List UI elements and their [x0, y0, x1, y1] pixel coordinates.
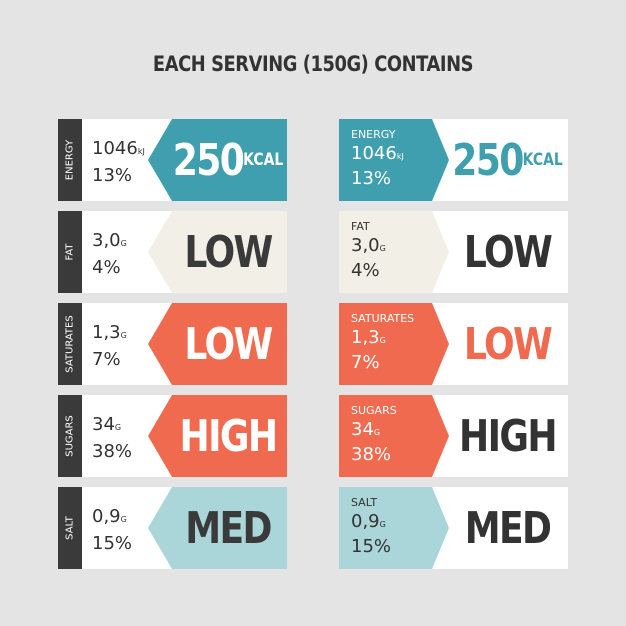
- amount: 34: [351, 419, 374, 440]
- level-text: MED: [179, 487, 277, 569]
- nutrient-values: 1046kJ 13%: [92, 137, 145, 188]
- nutrient-label: ENERGY: [64, 139, 76, 181]
- level-text: 250 KCAL: [173, 119, 283, 201]
- amount: 3,0: [351, 235, 380, 256]
- unit: G: [114, 423, 122, 432]
- unit: kJ: [396, 152, 404, 161]
- amount: 3,0: [92, 230, 121, 251]
- level: LOW: [463, 318, 553, 370]
- nutrient-label: ENERGY: [351, 128, 396, 141]
- level-text: LOW: [179, 211, 277, 293]
- nutrient-values: FAT 3,0G 4%: [351, 219, 386, 282]
- level-text: MED: [458, 487, 557, 569]
- nutrient-values: 0,9G 15%: [92, 505, 132, 556]
- right-card-fat: FAT 3,0G 4% LOW: [339, 211, 568, 293]
- amount: 0,9: [92, 506, 121, 527]
- percent: 15%: [351, 536, 392, 557]
- level-text: HIGH: [179, 395, 279, 477]
- nutrient-label: SATURATES: [64, 315, 76, 373]
- nutrient-arrow-shape: [339, 303, 449, 385]
- level: LOW: [463, 226, 553, 278]
- level-arrow-shape: [148, 395, 287, 477]
- nutrient-label: SATURATES: [351, 312, 415, 325]
- nutrient-values: SUGARS 34G 38%: [351, 403, 397, 466]
- left-card-salt: SALT 0,9G 15% MED: [58, 487, 287, 569]
- amount: 1,3: [351, 327, 380, 348]
- percent: 38%: [92, 441, 133, 462]
- percent: 4%: [351, 260, 380, 281]
- level: HIGH: [459, 410, 558, 462]
- label-bar: SATURATES: [58, 303, 82, 385]
- level: HIGH: [179, 410, 279, 462]
- level-arrow-shape: [148, 211, 287, 293]
- percent: 13%: [351, 168, 392, 189]
- nutrient-arrow-shape: [339, 211, 449, 293]
- nutrient-label: SUGARS: [64, 415, 76, 457]
- left-card-saturates: SATURATES 1,3G 7% LOW: [58, 303, 287, 385]
- amount: 1046: [351, 143, 397, 164]
- nutrient-label: SALT: [64, 516, 76, 540]
- level: LOW: [184, 226, 273, 278]
- level-unit: KCAL: [243, 150, 284, 170]
- unit: G: [379, 244, 386, 253]
- amount: 0,9: [351, 511, 380, 532]
- nutrient-values: SALT 0,9G 15%: [351, 495, 391, 558]
- left-card-energy: ENERGY 1046kJ 13% 250 KCAL: [58, 119, 287, 201]
- right-card-salt: SALT 0,9G 15% MED: [339, 487, 568, 569]
- level: 250: [452, 134, 524, 186]
- level-text: 250 KCAL: [452, 119, 562, 201]
- percent: 38%: [351, 444, 392, 465]
- level-text: LOW: [458, 303, 557, 385]
- level-text: LOW: [179, 303, 277, 385]
- level: 250: [172, 134, 245, 186]
- nutrient-label: FAT: [351, 220, 370, 233]
- unit: G: [373, 428, 381, 437]
- left-card-sugars: SUGARS 34G 38% HIGH: [58, 395, 287, 477]
- percent: 7%: [92, 349, 121, 370]
- percent: 7%: [351, 352, 380, 373]
- percent: 15%: [92, 533, 133, 554]
- right-card-sugars: SUGARS 34G 38% HIGH: [339, 395, 568, 477]
- page-title: EACH SERVING (150G) CONTAINS: [152, 52, 474, 76]
- level-arrow-shape: [148, 303, 287, 385]
- nutrient-label: FAT: [64, 243, 76, 261]
- percent: 13%: [92, 165, 133, 186]
- nutrient-arrow-shape: [339, 119, 449, 201]
- unit: G: [120, 331, 127, 340]
- unit: G: [379, 336, 386, 345]
- right-card-saturates: SATURATES 1,3G 7% LOW: [339, 303, 568, 385]
- level: LOW: [184, 318, 273, 370]
- nutrient-values: 1,3G 7%: [92, 321, 127, 372]
- nutrient-values: SATURATES 1,3G 7%: [351, 311, 414, 374]
- nutrient-arrow-shape: [339, 395, 449, 477]
- amount: 1,3: [92, 322, 121, 343]
- label-bar: SALT: [58, 487, 82, 569]
- nutrient-values: 3,0G 4%: [92, 229, 127, 280]
- unit: G: [120, 515, 127, 524]
- label-bar: ENERGY: [58, 119, 82, 201]
- nutrient-label: SALT: [351, 496, 378, 509]
- percent: 4%: [92, 257, 121, 278]
- right-card-energy: ENERGY 1046kJ 13% 250 KCAL: [339, 119, 568, 201]
- level: MED: [464, 502, 552, 554]
- nutrient-arrow-shape: [339, 487, 449, 569]
- unit: G: [120, 239, 127, 248]
- amount: 1046: [92, 138, 138, 159]
- level-text: LOW: [458, 211, 557, 293]
- label-bar: SUGARS: [58, 395, 82, 477]
- level-text: HIGH: [458, 395, 558, 477]
- level: MED: [185, 502, 272, 554]
- nutrient-values: ENERGY 1046kJ 13%: [351, 127, 404, 190]
- left-card-fat: FAT 3,0G 4% LOW: [58, 211, 287, 293]
- unit: G: [379, 520, 386, 529]
- level-arrow-shape: [148, 487, 287, 569]
- level-arrow-shape: [148, 119, 287, 201]
- amount: 34: [92, 414, 115, 435]
- nutrient-values: 34G 38%: [92, 413, 132, 464]
- nutrient-label: SUGARS: [351, 404, 397, 417]
- unit: kJ: [137, 147, 145, 156]
- label-bar: FAT: [58, 211, 82, 293]
- level-unit: KCAL: [522, 150, 563, 170]
